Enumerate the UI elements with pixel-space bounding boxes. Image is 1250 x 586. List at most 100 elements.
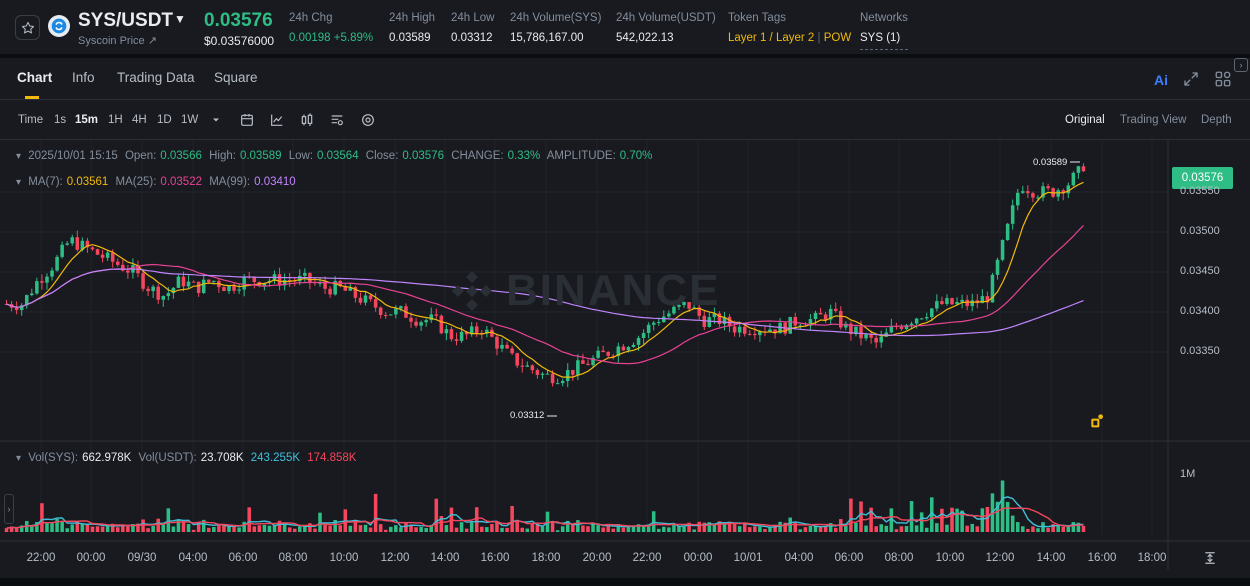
candle[interactable]	[1056, 190, 1060, 197]
candle[interactable]	[768, 329, 772, 332]
candle[interactable]	[14, 307, 19, 311]
candle[interactable]	[495, 336, 499, 349]
expand-icon[interactable]	[1182, 70, 1200, 88]
candle[interactable]	[833, 308, 838, 311]
candle[interactable]	[1061, 190, 1066, 194]
candle[interactable]	[201, 279, 206, 293]
candle[interactable]	[722, 316, 727, 325]
candle[interactable]	[1031, 193, 1035, 198]
candle[interactable]	[535, 370, 540, 375]
candle[interactable]	[641, 332, 646, 339]
candle[interactable]	[368, 295, 373, 300]
candle[interactable]	[186, 281, 191, 287]
candle[interactable]	[611, 355, 616, 357]
candle[interactable]	[631, 344, 636, 347]
candle[interactable]	[591, 357, 595, 366]
candle[interactable]	[343, 286, 348, 291]
coin-price-link[interactable]: Syscoin Price ↗	[78, 35, 157, 47]
candle[interactable]	[904, 325, 909, 330]
candle[interactable]	[70, 237, 75, 244]
candle[interactable]	[383, 314, 388, 316]
candle[interactable]	[1015, 192, 1020, 206]
candle[interactable]	[464, 331, 469, 335]
candle[interactable]	[828, 308, 833, 320]
candle[interactable]	[166, 293, 171, 297]
candle[interactable]	[85, 240, 90, 248]
candle[interactable]	[191, 281, 196, 283]
candle[interactable]	[950, 298, 954, 305]
candle[interactable]	[576, 360, 580, 375]
candle[interactable]	[742, 326, 747, 334]
candle[interactable]	[899, 326, 904, 330]
candle[interactable]	[1005, 223, 1010, 241]
candle[interactable]	[1041, 186, 1045, 198]
candle[interactable]	[378, 307, 383, 315]
candle[interactable]	[919, 318, 924, 320]
candle[interactable]	[874, 337, 878, 343]
candle[interactable]	[121, 264, 125, 271]
candle[interactable]	[459, 331, 464, 341]
candle[interactable]	[399, 306, 403, 309]
candle[interactable]	[651, 322, 656, 325]
candle[interactable]	[156, 286, 160, 300]
candle[interactable]	[889, 325, 894, 333]
timeframe-1h[interactable]: 1H	[108, 114, 123, 126]
candle[interactable]	[232, 285, 236, 291]
candle[interactable]	[100, 254, 105, 258]
candle[interactable]	[798, 325, 803, 327]
ai-button[interactable]: Ai	[1154, 72, 1168, 88]
candle[interactable]	[960, 299, 964, 303]
candle[interactable]	[282, 280, 287, 286]
candle[interactable]	[40, 281, 44, 283]
candle[interactable]	[485, 329, 489, 334]
tab-chart[interactable]: Chart	[17, 70, 53, 85]
favorite-button[interactable]	[15, 15, 40, 40]
candle[interactable]	[697, 307, 701, 316]
candle[interactable]	[363, 295, 368, 303]
candle[interactable]	[818, 312, 823, 315]
candle[interactable]	[480, 332, 484, 334]
candle[interactable]	[995, 259, 1000, 275]
candle[interactable]	[55, 256, 59, 271]
candle[interactable]	[586, 363, 590, 366]
candle[interactable]	[105, 252, 110, 258]
candle[interactable]	[662, 316, 666, 323]
candle[interactable]	[1000, 240, 1005, 260]
candle[interactable]	[298, 275, 302, 282]
candle[interactable]	[808, 319, 813, 326]
candle[interactable]	[303, 272, 307, 276]
candle[interactable]	[646, 324, 651, 333]
candle[interactable]	[980, 296, 985, 304]
candle[interactable]	[540, 373, 545, 375]
tag-layer[interactable]: Layer 1 / Layer 2	[728, 32, 815, 44]
candle[interactable]	[682, 302, 686, 306]
candle[interactable]	[490, 329, 494, 337]
tab-info[interactable]: Info	[72, 70, 95, 85]
candle[interactable]	[419, 322, 423, 326]
candle[interactable]	[525, 365, 530, 367]
candle[interactable]	[732, 326, 737, 333]
candle[interactable]	[141, 273, 145, 289]
candle[interactable]	[550, 373, 555, 384]
candle[interactable]	[773, 329, 777, 334]
candle[interactable]	[212, 280, 216, 282]
candle[interactable]	[161, 296, 166, 300]
candle[interactable]	[727, 316, 732, 327]
reset-zoom-icon[interactable]	[1203, 551, 1217, 565]
layout-grid-icon[interactable]	[1214, 70, 1232, 88]
candle[interactable]	[555, 383, 560, 385]
candle[interactable]	[758, 331, 762, 336]
tag-pow[interactable]: POW	[823, 32, 852, 44]
candle[interactable]	[333, 280, 337, 295]
candle[interactable]	[449, 329, 454, 340]
candle[interactable]	[859, 326, 863, 339]
candle[interactable]	[444, 329, 449, 334]
candle[interactable]	[606, 352, 610, 356]
candle[interactable]	[1071, 172, 1076, 186]
panel-scroll-button[interactable]: ›	[1234, 58, 1248, 72]
candle[interactable]	[196, 281, 201, 293]
candle[interactable]	[65, 243, 69, 245]
candle[interactable]	[469, 326, 474, 335]
candle[interactable]	[414, 321, 418, 326]
candle[interactable]	[500, 344, 504, 349]
